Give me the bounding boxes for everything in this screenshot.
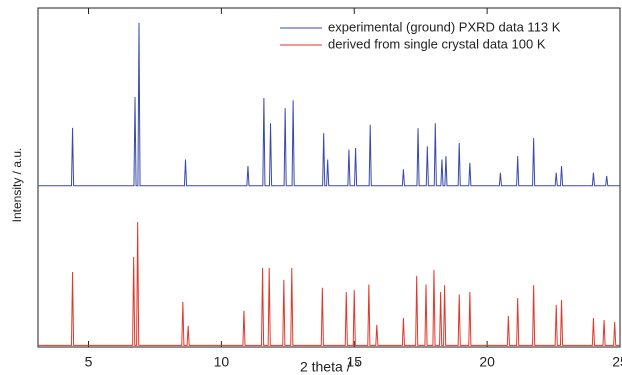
x-tick-label: 10 <box>214 354 230 370</box>
x-tick-label: 15 <box>346 354 362 370</box>
legend-label: derived from single crystal data 100 K <box>328 36 546 51</box>
x-axis-label: 2 theta / ° <box>300 359 360 375</box>
y-axis-label: Intensity / a.u. <box>10 148 24 223</box>
x-tick-label: 20 <box>479 354 495 370</box>
x-tick-label: 5 <box>85 354 93 370</box>
series-line <box>38 221 620 346</box>
series-line <box>38 22 620 187</box>
x-tick-label: 25 <box>612 354 622 370</box>
legend-label: experimental (ground) PXRD data 113 K <box>328 19 561 34</box>
plot-frame <box>37 7 621 348</box>
